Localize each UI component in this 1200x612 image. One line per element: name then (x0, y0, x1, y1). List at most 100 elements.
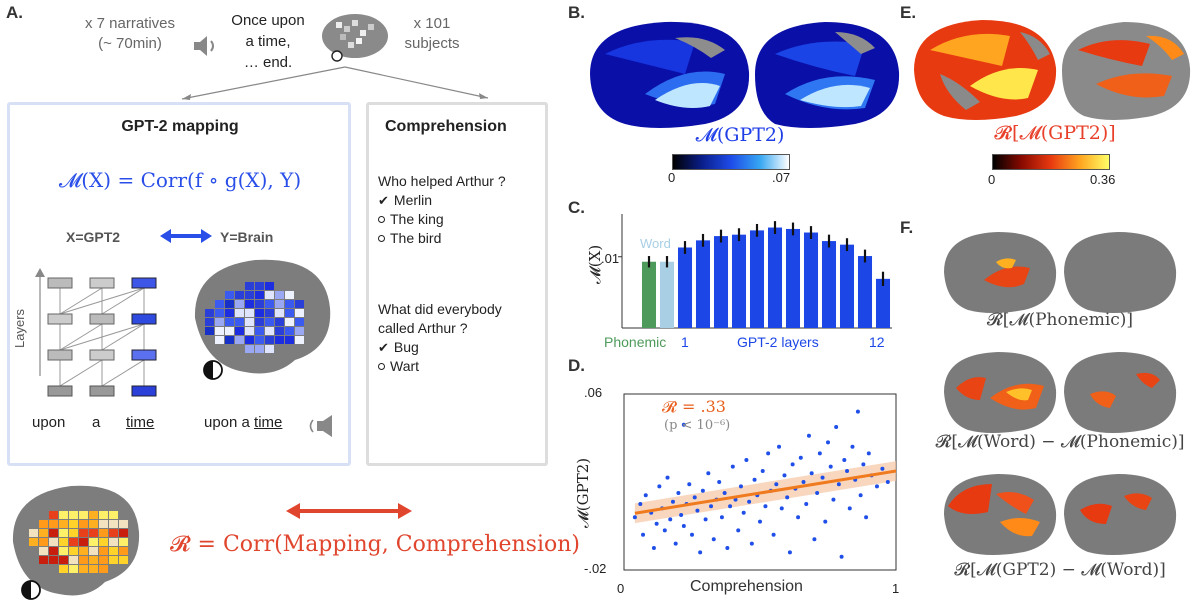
scatter-point (706, 471, 711, 476)
scatter-point (804, 502, 809, 506)
brain-voxel (245, 291, 254, 299)
brain-voxel (265, 309, 274, 317)
brain-voxel (89, 520, 98, 528)
panel-c-ytick: .01 (601, 251, 620, 266)
brain-voxel (255, 291, 264, 299)
q2-option-wart[interactable]: Wart (378, 357, 548, 376)
brain-voxel (205, 318, 214, 326)
brain-voxel (235, 291, 244, 299)
q1-option-king-label: The king (390, 211, 444, 227)
scatter-point (741, 510, 746, 515)
scatter-point (785, 495, 790, 500)
subjects-label: subjects (404, 35, 460, 52)
brain-voxel (89, 556, 98, 564)
brain-voxel (59, 565, 68, 573)
colorbar-blue-min: 0 (668, 170, 676, 185)
brain-voxel (79, 520, 88, 528)
gpt2-mapping-box (7, 102, 351, 466)
brain-voxel (39, 538, 48, 546)
q1-option-king[interactable]: The king (378, 210, 548, 229)
brain-voxel (245, 309, 254, 317)
brain-voxel (79, 547, 88, 555)
word-a: a (92, 414, 101, 431)
double-arrow-red (286, 503, 412, 519)
scatter-point (758, 519, 762, 524)
brain-voxel (89, 511, 98, 519)
scatter-point (845, 469, 850, 473)
scatter-point (760, 469, 765, 473)
brain-blue-map (194, 259, 331, 380)
panel-d-r-value: 𝓡 = .33 (662, 397, 726, 416)
brain-voxel (295, 309, 304, 317)
scatter-point (657, 484, 662, 489)
brain-voxel (285, 291, 294, 299)
scatter-point (798, 455, 803, 460)
brain-voxel (99, 547, 108, 555)
bar-l12 (875, 278, 891, 328)
scatter-point (709, 504, 714, 509)
brain-voxel (215, 300, 224, 308)
narratives-count: x 7 narratives (84, 15, 176, 32)
scatter-point (730, 464, 735, 469)
q1-option-bird-label: The bird (390, 230, 442, 246)
q1-option-merlin[interactable]: ✔ Merlin (378, 191, 548, 210)
scatter-point (834, 425, 839, 429)
brain-voxel (69, 529, 78, 537)
bar-l5 (749, 230, 765, 328)
brain-voxel (79, 538, 88, 546)
scatter-point (711, 537, 716, 542)
scatter-point (632, 515, 637, 520)
scatter-point (690, 532, 694, 537)
last-layer-label: 12 (869, 334, 885, 350)
brain-voxel (285, 309, 294, 317)
scatter-point (744, 458, 749, 462)
q2-option-bug[interactable]: ✔ Bug (378, 338, 548, 357)
brain-voxel (275, 327, 284, 335)
scatter-point (864, 515, 869, 520)
radio-circle-icon (378, 363, 385, 370)
brain-voxel (245, 300, 254, 308)
bar-word (659, 261, 675, 328)
brain-voxel (79, 511, 88, 519)
brain-voxel (89, 529, 98, 537)
scatter-point (752, 477, 757, 482)
q1-option-merlin-label: Merlin (393, 192, 433, 208)
brain-heat-map (12, 485, 140, 600)
fit-line (634, 469, 897, 515)
scatter-point (766, 451, 771, 456)
panel-f-caption-1: 𝓡[𝓜(Phonemic)] (986, 310, 1134, 330)
brain-voxel (225, 309, 234, 317)
scatter-point (665, 475, 670, 480)
scatter-point (643, 493, 648, 498)
brain-voxel (235, 318, 244, 326)
brain-voxel (275, 300, 284, 308)
scatter-point (796, 515, 801, 520)
scatter-point (782, 473, 787, 478)
scatter-point (700, 488, 705, 493)
panel-f-label: F. (900, 218, 914, 237)
panel-d-ybottom: -.02 (584, 561, 607, 576)
bar-l11 (857, 256, 873, 328)
brain-voxel (295, 318, 304, 326)
scatter-point (722, 491, 727, 495)
brain-voxel (59, 538, 68, 546)
q1-option-bird[interactable]: The bird (378, 229, 548, 248)
scatter-point (809, 471, 814, 476)
story-line-1: Once upon (231, 12, 305, 29)
scatter-point (812, 537, 817, 542)
panel-d-ytop: .06 (584, 385, 603, 400)
brain-voxel (49, 520, 58, 528)
scatter-point (839, 554, 844, 559)
question-2-line-1: What did everybody (378, 301, 502, 317)
panel-c-label: C. (568, 198, 585, 217)
scatter-point (880, 466, 885, 471)
scatter-point (695, 508, 700, 513)
brain-voxel (215, 318, 224, 326)
brain-voxel (59, 529, 68, 537)
brain-voxel (295, 300, 304, 308)
panel-f-caption-2: 𝓡[𝓜(Word) − 𝓜(Phonemic)] (935, 432, 1185, 452)
phonemic-bar-label: Phonemic (604, 334, 667, 350)
scatter-point (725, 546, 730, 550)
brain-voxel (69, 565, 78, 573)
radio-circle-icon (378, 235, 385, 242)
